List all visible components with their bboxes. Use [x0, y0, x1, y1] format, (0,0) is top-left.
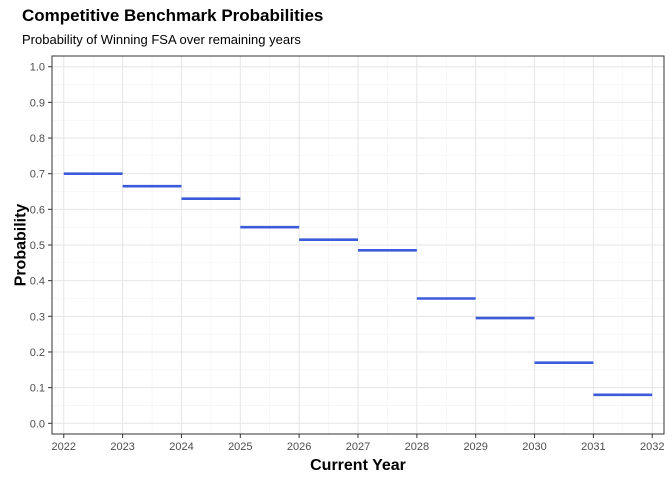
x-tick-label: 2023 — [110, 441, 134, 453]
y-tick-label: 0.2 — [30, 347, 45, 359]
step-segments — [63, 172, 653, 397]
x-tick-label: 2028 — [405, 441, 429, 453]
chart-title: Competitive Benchmark Probabilities — [22, 6, 324, 25]
y-tick-label: 0.1 — [30, 383, 45, 395]
x-tick-label: 2029 — [463, 441, 487, 453]
y-tick-label: 0.3 — [30, 311, 45, 323]
y-axis-ticks: 0.0 0.1 0.2 0.3 0.4 0.5 0.6 0.7 0.8 0.9 1.0 — [30, 62, 52, 430]
x-tick-label: 2025 — [228, 441, 252, 453]
x-tick-label: 2024 — [169, 441, 193, 453]
y-tick-label: 1.0 — [30, 62, 45, 74]
chart-subtitle: Probability of Winning FSA over remainin… — [22, 32, 301, 47]
x-tick-label: 2032 — [640, 441, 664, 453]
y-tick-label: 0.4 — [30, 276, 45, 288]
x-tick-label: 2030 — [522, 441, 546, 453]
y-tick-label: 0.8 — [30, 133, 45, 145]
major-gridlines — [52, 56, 664, 434]
y-tick-label: 0.9 — [30, 97, 45, 109]
x-tick-label: 2031 — [581, 441, 605, 453]
y-tick-label: 0.5 — [30, 240, 45, 252]
y-axis-title: Probability — [13, 204, 30, 287]
y-tick-label: 0.7 — [30, 169, 45, 181]
x-axis-title: Current Year — [310, 457, 406, 474]
x-tick-label: 2026 — [287, 441, 311, 453]
x-tick-label: 2027 — [346, 441, 370, 453]
y-tick-label: 0.0 — [30, 418, 45, 430]
y-tick-label: 0.6 — [30, 204, 45, 216]
x-tick-label: 2022 — [52, 441, 76, 453]
x-axis-ticks: 2022 2023 2024 2025 2026 2027 2028 2029 2030 2031… — [52, 434, 664, 453]
